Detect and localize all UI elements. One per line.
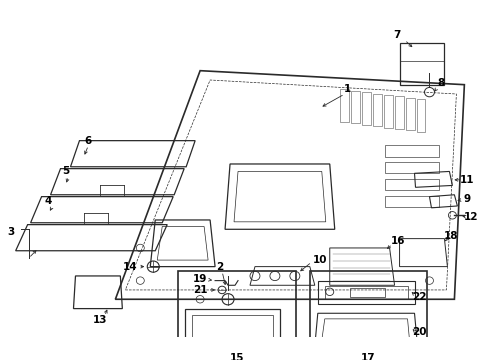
Text: 21: 21: [192, 285, 207, 295]
Text: 10: 10: [312, 255, 326, 265]
Text: 6: 6: [84, 136, 92, 146]
Text: 3: 3: [7, 227, 14, 237]
Text: 1: 1: [344, 84, 350, 94]
Text: 13: 13: [93, 315, 107, 325]
Text: 18: 18: [443, 231, 458, 241]
Text: 19: 19: [193, 274, 207, 284]
Text: 17: 17: [360, 353, 374, 360]
Text: 12: 12: [463, 212, 478, 222]
Text: 8: 8: [437, 78, 444, 88]
Text: 9: 9: [463, 194, 470, 204]
Bar: [178, 271, 295, 360]
Text: 5: 5: [62, 166, 69, 176]
Text: 7: 7: [392, 30, 400, 40]
Text: 15: 15: [229, 353, 244, 360]
Text: 16: 16: [389, 237, 404, 247]
Text: 2: 2: [216, 262, 223, 271]
Text: 22: 22: [411, 292, 426, 302]
Text: 14: 14: [123, 262, 137, 271]
Text: 11: 11: [459, 175, 474, 185]
Text: 4: 4: [45, 196, 52, 206]
Bar: [309, 271, 427, 360]
Text: 20: 20: [411, 327, 426, 337]
